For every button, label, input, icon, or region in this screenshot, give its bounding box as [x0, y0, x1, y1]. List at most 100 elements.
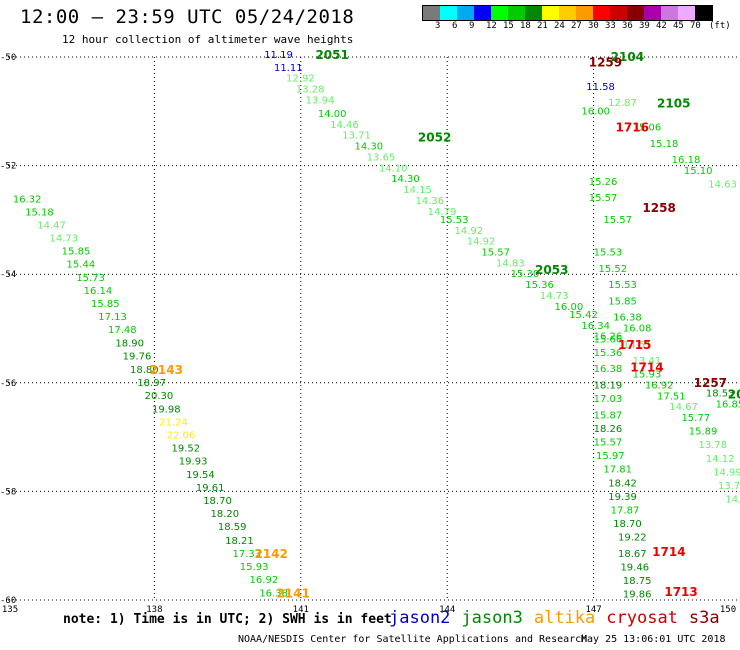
- pass-label: 2142: [254, 547, 287, 561]
- swh-value-label: 21.24: [159, 417, 188, 428]
- swh-value-label: 18.80: [130, 365, 159, 376]
- swh-value-label: 14.12: [706, 454, 735, 465]
- swh-value-label: 19.22: [618, 533, 647, 544]
- swh-value-label: 15.89: [689, 427, 718, 438]
- swh-value-label: 18.70: [613, 519, 642, 530]
- swh-value-label: 15.18: [650, 139, 679, 150]
- colorbar: [422, 5, 713, 21]
- swh-value-label: 16.00: [555, 302, 584, 313]
- pass-label: 1713: [664, 585, 697, 599]
- swh-value-label: 17.48: [108, 325, 137, 336]
- swh-value-label: 14.99: [713, 467, 740, 478]
- colorbar-swatch: [440, 6, 457, 20]
- swh-value-label: 17.33: [232, 549, 261, 560]
- x-tick-label: 141: [293, 605, 309, 615]
- swh-value-label: 14.36: [415, 196, 444, 207]
- swh-value-label: 11.11: [274, 63, 303, 74]
- swh-value-label: 15.57: [603, 215, 632, 226]
- legend-altika: altika: [533, 608, 596, 628]
- colorbar-swatch: [644, 6, 661, 20]
- colorbar-label: 70: [690, 21, 701, 31]
- swh-value-label: 17.03: [594, 394, 623, 405]
- chart-grid: [8, 56, 740, 601]
- swh-value-label: 15.87: [594, 410, 623, 421]
- swh-value-label: 15.85: [91, 299, 120, 310]
- pass-label: 1714: [652, 545, 685, 559]
- pass-label: 1257: [694, 376, 727, 390]
- swh-value-label: 18.67: [618, 549, 647, 560]
- swh-value-label: 11.58: [586, 82, 615, 93]
- swh-value-label: 19.93: [179, 457, 208, 468]
- swh-value-label: 14.30: [354, 142, 383, 153]
- swh-value-label: 18.42: [608, 478, 637, 489]
- swh-value-label: 15.85: [62, 246, 91, 257]
- swh-value-label: 12.92: [286, 74, 315, 85]
- colorbar-swatch: [508, 6, 525, 20]
- colorbar-label: 30: [588, 21, 599, 31]
- swh-value-label: 14.00: [318, 109, 347, 120]
- swh-value-label: 17.51: [657, 391, 686, 402]
- colorbar-label: 21: [537, 21, 548, 31]
- chart-axes: 135 138 141 144 147 150 -50 -52 -54 -56 -58 -60: [0, 53, 736, 615]
- swh-value-label: 15.10: [684, 166, 713, 177]
- satellite-legend: jason2 jason3 altika cryosat s3a: [389, 608, 731, 628]
- swh-value-label: 18.20: [211, 509, 240, 520]
- colorbar-swatch: [627, 6, 644, 20]
- swh-value-label: 14.63: [708, 180, 737, 191]
- x-tick-label: 147: [585, 605, 601, 615]
- swh-value-label: 19.76: [123, 352, 152, 363]
- x-tick-label: 138: [146, 605, 162, 615]
- swh-value-label: 15.66: [594, 334, 623, 345]
- swh-value-label: 17.87: [611, 505, 640, 516]
- x-tick-label: 144: [439, 605, 455, 615]
- swh-value-label: 19.46: [620, 562, 649, 573]
- y-tick-label: -56: [0, 379, 16, 389]
- pass-label: 2143: [150, 363, 183, 377]
- y-tick-label: -60: [0, 596, 16, 606]
- swh-value-label: 14.46: [330, 120, 359, 131]
- colorbar-label: 18: [520, 21, 531, 31]
- legend-cryosat: cryosat: [606, 608, 678, 628]
- colorbar-swatch: [525, 6, 542, 20]
- swh-value-label: 15.57: [589, 193, 618, 204]
- pass-label: 2104: [611, 50, 644, 64]
- swh-value-label: 14.83: [496, 258, 525, 269]
- swh-value-label: 18.90: [115, 339, 144, 350]
- swh-value-label: 19.61: [196, 483, 225, 494]
- swh-value-label: 18.21: [225, 536, 254, 547]
- pass-label: 1716: [616, 121, 649, 135]
- swh-value-label: 16.85: [716, 400, 740, 411]
- legend-jason2: jason2: [389, 608, 451, 628]
- colorbar-label: 12: [486, 21, 497, 31]
- colorbar-label: 24: [554, 21, 565, 31]
- swh-value-label: 14.92: [455, 226, 484, 237]
- pass-label: 2051: [315, 48, 348, 62]
- swh-value-label: 15.18: [25, 207, 54, 218]
- chart-pass-labels: 2051 2052 2053 2104 2105 20 1259 1258 1257 1716 17…: [150, 48, 740, 601]
- swh-value-label: 14.73: [49, 233, 78, 244]
- swh-value-label: 19.39: [608, 492, 637, 503]
- swh-value-label: 16.32: [13, 194, 42, 205]
- swh-value-label: 16.18: [672, 155, 701, 166]
- swh-value-label: 17.81: [603, 465, 632, 476]
- swh-value-label: 14.10: [379, 163, 408, 174]
- pass-label: 1259: [589, 55, 622, 69]
- swh-value-label: 15.85: [608, 296, 637, 307]
- colorbar-label: 45: [673, 21, 684, 31]
- colorbar-label: 6: [452, 21, 458, 31]
- swh-value-label: 15.93: [240, 562, 269, 573]
- pass-label: 20: [728, 388, 740, 402]
- y-tick-label: -52: [0, 162, 16, 172]
- swh-value-label: 15.42: [569, 310, 598, 321]
- swh-value-label: 13.28: [296, 85, 325, 96]
- swh-value-label: 13.77: [718, 481, 740, 492]
- swh-value-label: 15.93: [633, 370, 662, 381]
- y-tick-label: -50: [0, 53, 16, 63]
- colorbar-unit: (ft): [709, 21, 731, 31]
- swh-value-label: 18.75: [623, 576, 652, 587]
- x-tick-label: 150: [720, 605, 736, 615]
- swh-value-label: 15.73: [76, 273, 105, 284]
- pass-label: 2141: [276, 586, 309, 600]
- swh-value-label: 15.57: [594, 438, 623, 449]
